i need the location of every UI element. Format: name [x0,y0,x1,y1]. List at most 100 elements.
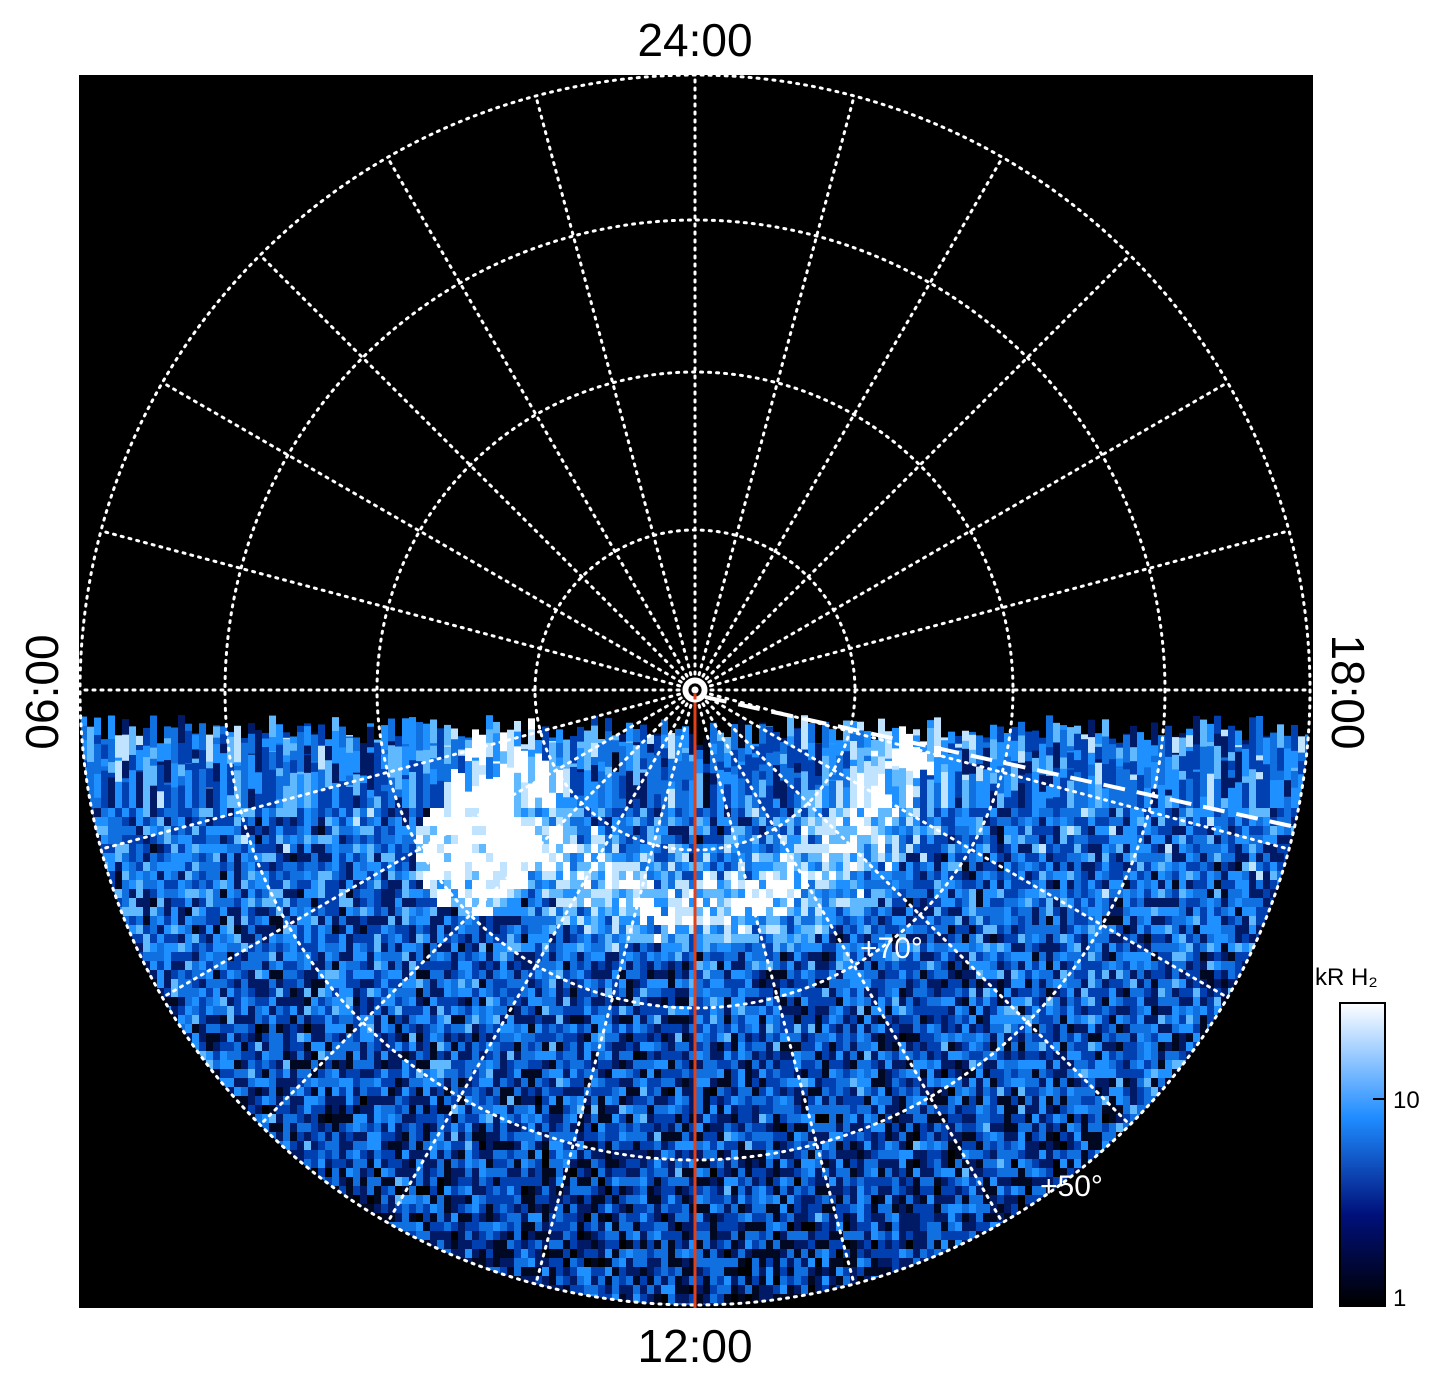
emission-pixel [136,934,143,943]
emission-pixel [206,979,213,988]
emission-pixel [759,853,766,862]
emission-pixel [857,835,864,844]
emission-pixel [423,880,430,889]
emission-pixel [1004,880,1011,889]
emission-pixel [451,808,458,817]
emission-pixel [654,871,661,880]
emission-pixel [115,889,122,898]
emission-pixel [843,979,850,988]
emission-pixel [493,826,500,835]
emission-pixel [794,808,801,817]
emission-pixel [458,925,465,934]
emission-pixel [1018,735,1025,763]
emission-pixel [290,934,297,943]
emission-pixel [1158,943,1165,952]
emission-pixel [577,916,584,925]
emission-pixel [150,835,157,844]
emission-pixel [437,997,444,1006]
emission-pixel [1025,817,1032,826]
emission-pixel [311,916,318,925]
emission-pixel [367,835,374,844]
emission-pixel [843,943,850,952]
emission-pixel [640,826,647,835]
emission-pixel [178,907,185,916]
emission-pixel [990,979,997,988]
emission-pixel [472,997,479,1006]
emission-pixel [801,715,808,754]
emission-pixel [577,961,584,970]
emission-pixel [941,808,948,817]
emission-pixel [829,952,836,961]
emission-pixel [248,788,255,808]
emission-pixel [423,997,430,1006]
emission-pixel [1165,970,1172,979]
emission-pixel [605,961,612,970]
emission-pixel [395,862,402,871]
emission-pixel [647,826,654,835]
emission-pixel [1186,751,1193,790]
emission-pixel [458,916,465,925]
emission-pixel [171,835,178,844]
emission-pixel [717,898,724,907]
emission-pixel [437,844,444,853]
emission-pixel [920,961,927,970]
emission-pixel [1116,844,1123,853]
emission-pixel [1109,880,1116,889]
emission-pixel [1186,979,1193,988]
emission-pixel [948,808,955,817]
emission-pixel [724,988,731,997]
emission-pixel [948,925,955,934]
emission-pixel [710,970,717,979]
emission-pixel [528,862,535,871]
emission-pixel [955,943,962,952]
emission-pixel [633,808,640,817]
emission-pixel [640,952,647,961]
emission-pixel [304,755,311,790]
emission-pixel [836,817,843,826]
emission-pixel [696,844,703,853]
emission-pixel [612,952,619,961]
emission-pixel [1067,925,1074,934]
emission-pixel [1291,724,1298,763]
emission-pixel [213,988,220,997]
emission-pixel [647,817,654,826]
emission-pixel [227,817,234,826]
emission-pixel [514,871,521,880]
emission-pixel [381,791,388,808]
emission-pixel [353,826,360,835]
emission-pixel [640,808,647,817]
emission-pixel [164,925,171,934]
emission-pixel [983,817,990,826]
emission-pixel [864,871,871,880]
emission-pixel [1249,916,1256,925]
emission-pixel [948,898,955,907]
emission-pixel [745,952,752,961]
emission-pixel [731,844,738,853]
emission-pixel [717,862,724,871]
emission-pixel [920,871,927,880]
emission-pixel [353,979,360,988]
emission-pixel [1004,934,1011,943]
emission-pixel [689,988,696,997]
emission-pixel [227,795,234,808]
emission-pixel [787,952,794,961]
emission-pixel [178,934,185,943]
emission-pixel [1158,988,1165,997]
emission-pixel [843,817,850,826]
emission-pixel [1242,871,1249,880]
emission-pixel [129,889,136,898]
emission-pixel [689,817,696,826]
emission-pixel [934,871,941,880]
emission-pixel [1004,871,1011,880]
emission-pixel [752,970,759,979]
emission-pixel [374,889,381,898]
emission-pixel [178,853,185,862]
emission-pixel [269,952,276,961]
emission-pixel [353,817,360,826]
emission-pixel [402,988,409,997]
emission-pixel [437,925,444,934]
emission-pixel [962,748,969,781]
emission-pixel [1109,889,1116,898]
emission-pixel [724,907,731,916]
emission-pixel [997,844,1004,853]
